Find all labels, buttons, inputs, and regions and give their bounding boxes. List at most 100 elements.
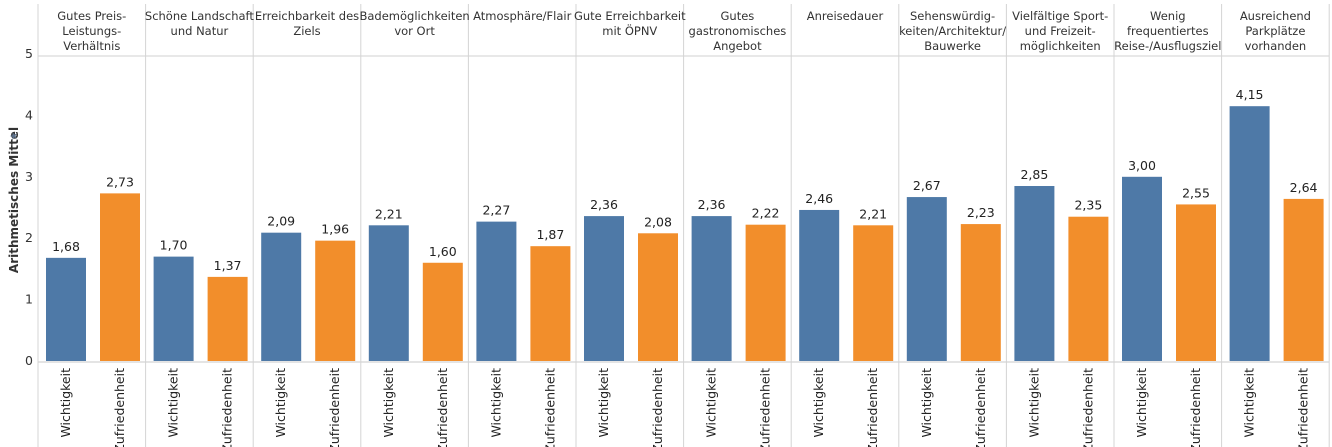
- x-tick-label: Zufriedenheit: [327, 368, 342, 447]
- x-tick-label: Wichtigkeit: [1026, 368, 1041, 438]
- y-tick-label: 3: [25, 169, 33, 184]
- group-header-label: Wenig: [1150, 9, 1186, 23]
- group-header-label: und Natur: [171, 24, 229, 38]
- group-header-label: Parkplätze: [1245, 24, 1305, 38]
- bar-wichtigkeit[interactable]: [1122, 176, 1162, 361]
- data-label: 2,46: [805, 191, 833, 206]
- data-label: 2,36: [590, 197, 618, 212]
- bar-wichtigkeit[interactable]: [153, 256, 194, 361]
- data-label: 2,09: [267, 214, 295, 229]
- x-tick-label: Zufriedenheit: [973, 368, 988, 447]
- group-header-label: Ziels: [293, 24, 320, 38]
- group-header-label: vor Ort: [394, 24, 435, 38]
- bar-wichtigkeit[interactable]: [261, 232, 302, 361]
- bar-zufriedenheit[interactable]: [960, 224, 1001, 361]
- data-label: 2,85: [1020, 167, 1048, 182]
- bar-zufriedenheit[interactable]: [315, 240, 356, 361]
- data-label: 2,64: [1290, 180, 1318, 195]
- group-header-label: vorhanden: [1245, 39, 1307, 53]
- bar-wichtigkeit[interactable]: [1014, 186, 1055, 361]
- data-label: 2,21: [375, 206, 403, 221]
- group-header-label: Bauwerke: [924, 39, 981, 53]
- x-tick-label: Zufriedenheit: [112, 368, 127, 447]
- data-label: 2,08: [644, 214, 672, 229]
- group-header-label: Angebot: [713, 39, 762, 53]
- group-header-label: keiten/Architektur/: [899, 24, 1006, 38]
- data-label: 2,35: [1074, 198, 1102, 213]
- data-label: 2,67: [913, 178, 941, 193]
- bar-wichtigkeit[interactable]: [368, 225, 409, 361]
- bar-zufriedenheit[interactable]: [422, 262, 463, 361]
- group-header-label: Reise-/Ausflugsziel: [1114, 39, 1221, 53]
- sort-icon[interactable]: ★: [9, 131, 20, 140]
- bar-zufriedenheit[interactable]: [638, 233, 678, 361]
- bar-zufriedenheit[interactable]: [530, 246, 571, 361]
- data-label: 1,87: [536, 227, 564, 242]
- data-label: 3,00: [1128, 158, 1156, 173]
- data-label: 4,15: [1236, 87, 1264, 102]
- x-tick-label: Zufriedenheit: [865, 368, 880, 447]
- y-tick-label: 4: [25, 107, 33, 122]
- bar-wichtigkeit[interactable]: [476, 221, 517, 361]
- y-tick-label: 2: [25, 230, 33, 245]
- bar-zufriedenheit[interactable]: [853, 225, 894, 361]
- group-header-label: Sehenswürdig-: [910, 9, 995, 23]
- bar-wichtigkeit[interactable]: [906, 197, 947, 361]
- data-label: 2,23: [967, 205, 995, 220]
- group-header-label: Vielfältige Sport-: [1012, 9, 1108, 23]
- data-label: 1,96: [321, 222, 349, 237]
- bar-wichtigkeit[interactable]: [799, 209, 840, 361]
- y-tick-label: 5: [25, 46, 33, 61]
- data-label: 1,68: [52, 239, 80, 254]
- data-label: 1,70: [160, 238, 188, 253]
- data-label: 2,36: [698, 197, 726, 212]
- data-label: 2,21: [859, 206, 887, 221]
- x-tick-label: Wichtigkeit: [1242, 368, 1257, 438]
- group-header-label: Bademöglichkeiten: [359, 9, 469, 23]
- bar-zufriedenheit[interactable]: [745, 224, 786, 361]
- bar-zufriedenheit[interactable]: [1176, 204, 1216, 361]
- bar-zufriedenheit[interactable]: [100, 193, 140, 361]
- data-label: 1,60: [429, 244, 457, 259]
- data-label: 1,37: [214, 258, 242, 273]
- x-tick-label: Zufriedenheit: [1188, 368, 1203, 447]
- x-tick-label: Zufriedenheit: [220, 368, 235, 447]
- group-header-label: Schöne Landschaft: [145, 9, 255, 23]
- group-header-label: mit ÖPNV: [602, 22, 657, 38]
- x-tick-label: Zufriedenheit: [542, 368, 557, 447]
- bar-wichtigkeit[interactable]: [46, 257, 86, 361]
- group-header-label: Leistungs-: [62, 24, 121, 38]
- group-header-label: möglichkeiten: [1020, 39, 1101, 53]
- bar-zufriedenheit[interactable]: [1283, 198, 1324, 361]
- bar-wichtigkeit[interactable]: [1229, 106, 1270, 361]
- group-header-label: Gutes Preis-: [57, 9, 126, 23]
- group-header-label: frequentiertes: [1127, 24, 1209, 38]
- y-tick-label: 0: [25, 353, 33, 368]
- x-tick-label: Wichtigkeit: [273, 368, 288, 438]
- bar-zufriedenheit[interactable]: [1068, 216, 1109, 361]
- x-tick-label: Wichtigkeit: [381, 368, 396, 438]
- bar-zufriedenheit[interactable]: [207, 276, 248, 361]
- group-header-label: Gute Erreichbarkeit: [574, 9, 686, 23]
- y-tick-label: 1: [25, 292, 33, 307]
- x-tick-label: Zufriedenheit: [435, 368, 450, 447]
- group-header-label: Ausreichend: [1240, 9, 1311, 23]
- x-tick-label: Wichtigkeit: [1134, 368, 1149, 438]
- x-tick-label: Zufriedenheit: [1296, 368, 1311, 447]
- data-label: 2,27: [482, 203, 510, 218]
- group-header-label: Atmosphäre/Flair: [473, 9, 572, 23]
- bar-wichtigkeit[interactable]: [691, 216, 732, 361]
- data-label: 2,55: [1182, 185, 1210, 200]
- bar-wichtigkeit[interactable]: [584, 216, 624, 361]
- group-header-label: Verhältnis: [63, 39, 120, 53]
- data-label: 2,22: [752, 206, 780, 221]
- y-axis-label: Arithmetisches Mittel: [7, 127, 21, 273]
- x-tick-label: Wichtigkeit: [58, 368, 73, 438]
- x-tick-label: Wichtigkeit: [596, 368, 611, 438]
- x-tick-label: Zufriedenheit: [650, 368, 665, 447]
- x-tick-label: Zufriedenheit: [1080, 368, 1095, 447]
- data-label: 2,73: [106, 174, 134, 189]
- x-tick-label: Zufriedenheit: [758, 368, 773, 447]
- x-tick-label: Wichtigkeit: [166, 368, 181, 438]
